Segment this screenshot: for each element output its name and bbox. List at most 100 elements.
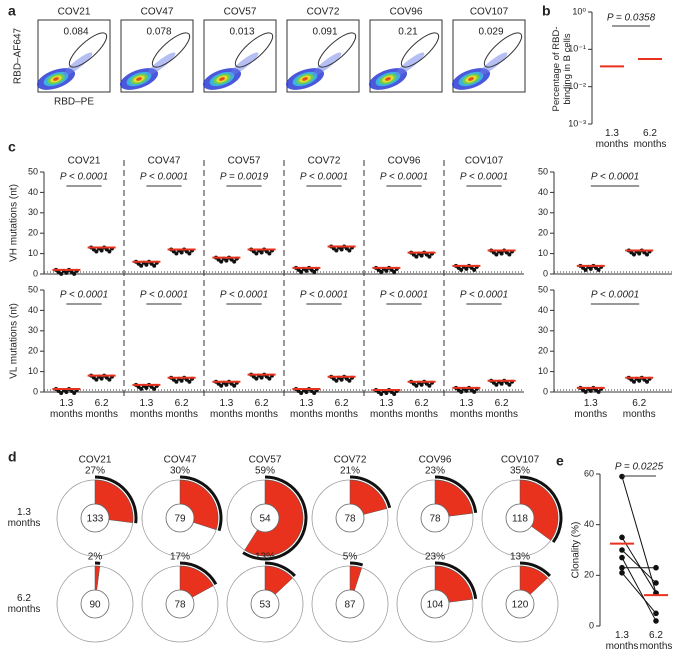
- y-tick-label: 40: [28, 187, 38, 197]
- cell-dot-cluster: [464, 388, 469, 393]
- y-tick-label: 10: [538, 366, 548, 376]
- cell-density: [468, 77, 474, 81]
- cell-dot-cluster: [174, 379, 179, 384]
- patient-point: [619, 570, 625, 576]
- patient-point: [653, 580, 659, 586]
- cell-density: [136, 77, 142, 81]
- y-tick-label: 30: [28, 325, 38, 335]
- clonality-label: 27%: [85, 466, 105, 477]
- patient-point: [619, 534, 625, 541]
- pie-center: [165, 503, 195, 533]
- cell-dot-cluster: [334, 248, 339, 253]
- patient-line: [621, 476, 657, 594]
- x-tick-label: 1.3 months: [605, 630, 639, 652]
- x-tick-label: 1.3 months: [595, 128, 629, 150]
- group-name: COV72: [308, 156, 341, 167]
- cell-dot-cluster: [259, 375, 264, 380]
- x-axis-label: RBD–PE: [54, 97, 94, 108]
- sample-name: COV57: [224, 7, 257, 18]
- clonality-label: 13%: [255, 552, 275, 563]
- clonality-label: 5%: [343, 552, 358, 563]
- p-value: P < 0.0001: [460, 290, 508, 301]
- p-value: P = 0.0225: [615, 462, 664, 473]
- y-tick-label: 30: [28, 207, 38, 217]
- y-axis-label: Percentage of RBD-binding in B cells: [551, 26, 573, 112]
- sample-name: COV72: [334, 455, 367, 466]
- cell-dot-cluster: [494, 252, 499, 257]
- y-tick-label: 30: [538, 325, 548, 335]
- cell-dot-cluster: [219, 259, 224, 264]
- clone-arc: [179, 561, 218, 586]
- cell-dot-cluster: [267, 251, 272, 256]
- cell-density: [385, 77, 391, 81]
- cell-dot-cluster: [347, 378, 352, 383]
- sample-name: COV21: [79, 455, 112, 466]
- cell-dot-cluster: [459, 267, 464, 272]
- clonality-label: 2%: [88, 552, 103, 563]
- y-tick-label: 20: [28, 228, 38, 238]
- y-axis-label: VH mutations (nt): [9, 184, 20, 262]
- y-tick-label: 10: [538, 248, 548, 258]
- cell-tail: [146, 52, 176, 76]
- patient-point: [653, 618, 659, 624]
- gate: [151, 32, 191, 68]
- cell-dot-cluster: [596, 267, 601, 272]
- cell-dot-cluster: [232, 383, 237, 388]
- cell-dot-cluster: [645, 379, 649, 384]
- cell-dot-cluster: [499, 251, 504, 256]
- cell-tail: [229, 52, 259, 76]
- x-tick-label: 6.2 months: [245, 398, 278, 420]
- y-tick-label: 30: [538, 207, 548, 217]
- gate-frequency: 0.029: [478, 27, 503, 38]
- cell-dot-cluster: [347, 248, 352, 253]
- panel-label: a: [8, 3, 16, 19]
- y-tick-label: 50: [538, 284, 548, 294]
- patient-point: [653, 610, 659, 617]
- cell-dot-cluster: [304, 389, 309, 394]
- p-value: P < 0.0001: [220, 290, 268, 301]
- y-tick-label: 0: [543, 268, 548, 278]
- x-tick-label: 1.3 months: [289, 398, 323, 420]
- pie-center: [165, 589, 195, 619]
- y-tick-label: 20: [538, 228, 548, 238]
- cell-dot-cluster: [99, 248, 104, 253]
- cell-dot-cluster: [304, 268, 309, 273]
- pie-center: [420, 503, 450, 533]
- sample-name: COV57: [249, 455, 282, 466]
- cell-dot-cluster: [507, 252, 512, 257]
- cell-dot-cluster: [299, 390, 304, 395]
- cell-density: [302, 77, 308, 81]
- sample-name: COV72: [307, 7, 340, 18]
- cell-dot-cluster: [583, 389, 588, 394]
- p-value: P < 0.0001: [140, 290, 188, 301]
- cell-dot-cluster: [637, 378, 642, 383]
- y-tick-label: 10⁻¹: [568, 44, 586, 54]
- plot-frame: [37, 19, 111, 93]
- total-sequences: 54: [259, 514, 271, 525]
- sample-name: COV47: [141, 7, 174, 18]
- cell-dot-cluster: [219, 383, 224, 388]
- panel-label: b: [542, 3, 551, 19]
- cell-dot-cluster: [254, 376, 259, 381]
- cell-dot-cluster: [632, 252, 636, 257]
- group-name: COV96: [388, 156, 421, 167]
- pie-center: [80, 589, 110, 619]
- clone-arc: [242, 475, 308, 561]
- y-axis-label: Clonality (%): [571, 522, 582, 579]
- cell-dot-cluster: [152, 263, 157, 268]
- patient-point: [619, 554, 625, 561]
- clonality-label: 59%: [255, 466, 275, 477]
- cell-dot-cluster: [179, 378, 184, 383]
- total-sequences: 78: [429, 514, 441, 525]
- cell-dot-cluster: [224, 258, 229, 263]
- total-sequences: 53: [259, 600, 271, 611]
- y-tick-label: 40: [538, 187, 548, 197]
- x-tick-label: 1.3 months: [129, 398, 163, 420]
- cell-dot-cluster: [232, 259, 237, 264]
- plot-frame: [369, 19, 443, 93]
- row-label: 1.3 months: [7, 507, 41, 529]
- total-sequences: 78: [344, 514, 356, 525]
- total-sequences: 79: [174, 514, 186, 525]
- p-value: P < 0.0001: [60, 172, 108, 183]
